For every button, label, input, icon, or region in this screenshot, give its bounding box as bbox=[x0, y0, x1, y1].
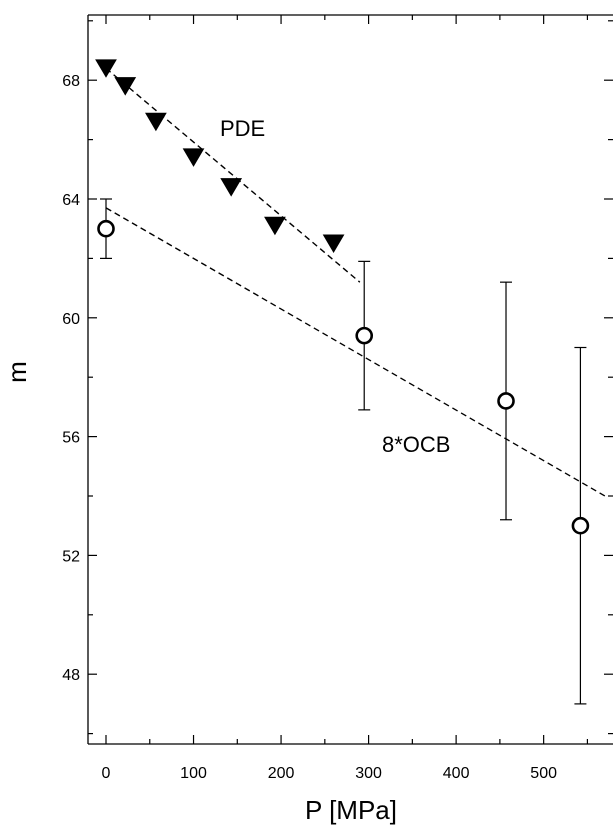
data-point-8ocb bbox=[355, 326, 374, 345]
x-tick-label: 500 bbox=[530, 765, 557, 782]
y-tick-label: 64 bbox=[62, 192, 80, 209]
error-bars bbox=[100, 198, 587, 705]
data-point-pde bbox=[322, 234, 345, 254]
fit-line-pde bbox=[105, 67, 361, 283]
data-point-pde bbox=[114, 77, 137, 96]
x-axis-title: P [MPa] bbox=[305, 795, 397, 825]
data-point-pde bbox=[264, 216, 286, 236]
data-marks bbox=[95, 59, 590, 535]
y-tick-label: 60 bbox=[62, 311, 80, 328]
x-tick-label: 400 bbox=[443, 765, 470, 782]
fit-lines bbox=[105, 67, 606, 497]
x-tick-label: 300 bbox=[355, 765, 382, 782]
series-label-8ocb: 8*OCB bbox=[382, 432, 450, 457]
y-tick-label: 48 bbox=[62, 667, 80, 684]
data-point-8ocb bbox=[97, 219, 115, 238]
data-point-pde bbox=[95, 59, 117, 78]
y-tick-label: 68 bbox=[62, 73, 80, 90]
fit-line-8ocb bbox=[105, 207, 606, 497]
data-point-pde bbox=[145, 112, 167, 132]
x-tick-label: 100 bbox=[180, 765, 207, 782]
data-point-pde bbox=[182, 148, 205, 167]
y-tick-label: 56 bbox=[62, 430, 80, 447]
x-tick-label: 0 bbox=[102, 765, 111, 782]
axes bbox=[87, 14, 613, 745]
data-point-8ocb bbox=[571, 516, 590, 535]
y-tick-label: 52 bbox=[62, 548, 80, 565]
data-point-8ocb bbox=[497, 392, 515, 410]
series-label-pde: PDE bbox=[220, 116, 265, 141]
x-tick-label: 200 bbox=[268, 765, 295, 782]
tick-labels: 48 52 56 60 64 68 0 100 200 300 400 500 bbox=[62, 73, 557, 782]
data-point-pde bbox=[220, 178, 243, 197]
y-axis-title: m bbox=[2, 361, 32, 383]
